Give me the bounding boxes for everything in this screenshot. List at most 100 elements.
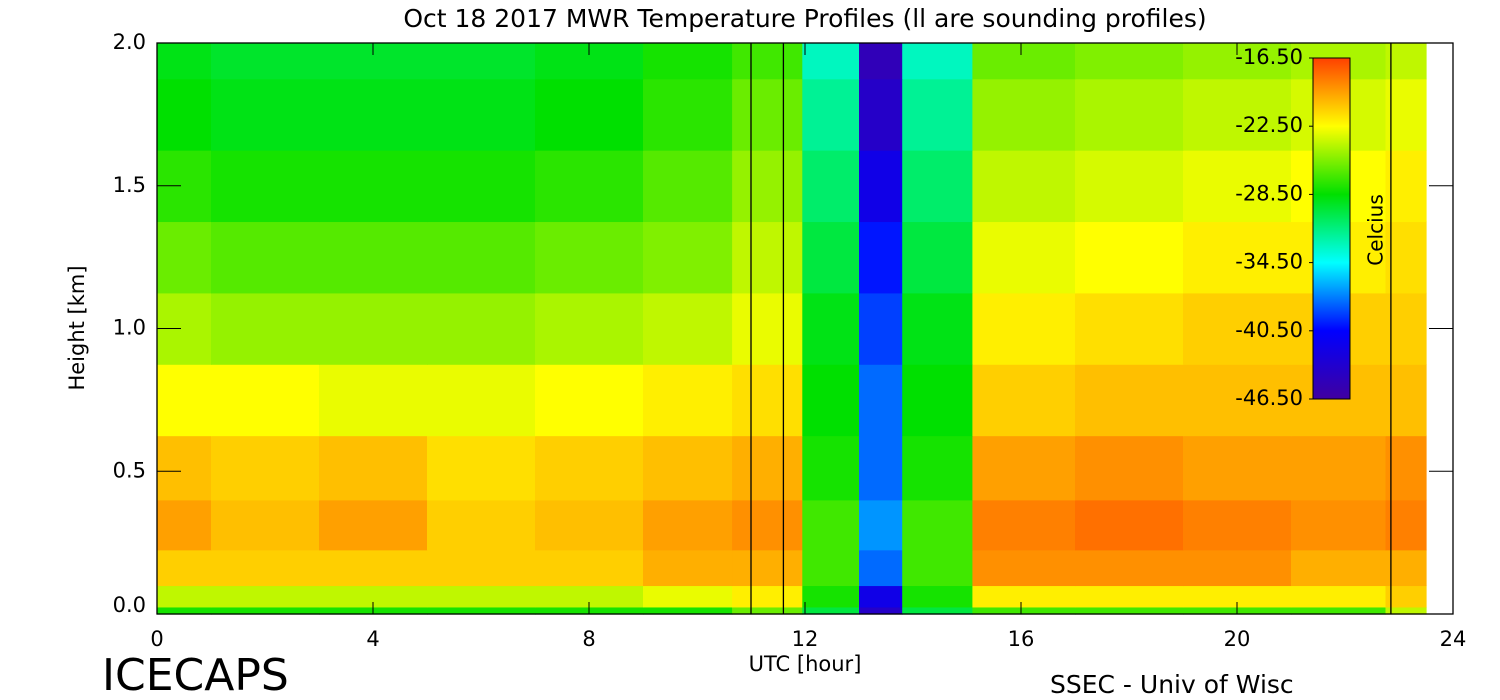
heat-cell [643, 549, 733, 587]
heat-cell [157, 435, 212, 501]
heat-cell [902, 435, 973, 501]
heat-cell [1291, 606, 1387, 615]
y-tick-label: 1.0 [113, 316, 146, 340]
heat-cell [643, 78, 733, 151]
heat-cell [211, 364, 320, 437]
heat-cell [902, 364, 973, 437]
heat-cell [157, 364, 212, 437]
heat-cell [535, 221, 644, 294]
heat-cell [1385, 549, 1427, 587]
heat-cell [802, 221, 860, 294]
heat-cell [427, 221, 536, 294]
heat-cell [859, 549, 903, 587]
heat-cell [643, 499, 733, 551]
heat-cell [972, 585, 1076, 608]
heat-cell [902, 221, 973, 294]
heat-cell [732, 78, 803, 151]
heat-cell [319, 292, 428, 365]
heat-cell [157, 499, 212, 551]
heat-cell [802, 292, 860, 365]
heat-cell [972, 364, 1076, 437]
heat-cell [1075, 364, 1184, 437]
heat-cell [972, 221, 1076, 294]
heat-cell [427, 292, 536, 365]
heat-cell [1075, 606, 1184, 615]
chart-title: Oct 18 2017 MWR Temperature Profiles (ll… [403, 4, 1206, 33]
x-tick-label: 16 [1008, 627, 1035, 651]
heat-cell [1183, 435, 1292, 501]
colorbar-tick-label: -16.50 [1235, 45, 1303, 69]
x-tick-label: 4 [366, 627, 379, 651]
heat-cell [211, 150, 320, 223]
heat-cell [319, 150, 428, 223]
heat-cell [1385, 150, 1427, 223]
colorbar [1312, 57, 1351, 400]
heat-cell [859, 43, 903, 80]
heat-cell [1075, 78, 1184, 151]
heat-cell [157, 606, 212, 615]
heat-cell [859, 606, 903, 615]
heat-cell [902, 292, 973, 365]
heat-cell [319, 364, 428, 437]
heat-cell [1183, 364, 1292, 437]
heat-cell [211, 43, 320, 80]
heat-cell [643, 585, 733, 608]
heat-cell [972, 435, 1076, 501]
heat-cell [972, 499, 1076, 551]
heat-cell [211, 549, 320, 587]
heat-cell [427, 499, 536, 551]
heat-cell [1385, 585, 1427, 608]
heat-cell [1075, 435, 1184, 501]
colorbar-label: Celcius [1364, 194, 1388, 265]
heat-cell [1183, 499, 1292, 551]
heat-cell [319, 221, 428, 294]
heat-cell [1385, 606, 1427, 615]
heat-cell [732, 292, 803, 365]
heat-cell [802, 585, 860, 608]
heat-cell [211, 221, 320, 294]
heat-cell [535, 292, 644, 365]
heat-cell [1385, 43, 1427, 80]
y-tick-label: 1.5 [113, 173, 146, 197]
heat-cell [157, 78, 212, 151]
heat-cell [902, 43, 973, 80]
heat-cell [732, 364, 803, 437]
heat-cell [211, 435, 320, 501]
heat-cell [1075, 292, 1184, 365]
heat-cell [732, 585, 803, 608]
heat-cell [211, 606, 320, 615]
heat-cell [535, 585, 644, 608]
heat-cell [1183, 78, 1292, 151]
heat-cell [1075, 150, 1184, 223]
heat-cell [732, 221, 803, 294]
heat-cell [902, 499, 973, 551]
x-tick-label: 24 [1440, 627, 1467, 651]
heat-cell [427, 585, 536, 608]
footer-right: SSEC - Univ of Wisc [1050, 670, 1294, 699]
heat-cell [1385, 78, 1427, 151]
heat-cell [859, 221, 903, 294]
heat-cell [802, 606, 860, 615]
heat-cell [157, 43, 212, 80]
heat-cell [535, 364, 644, 437]
heat-cell [319, 499, 428, 551]
x-tick-label: 20 [1224, 627, 1251, 651]
heat-cell [732, 43, 803, 80]
heat-cell [535, 499, 644, 551]
heat-cell [427, 606, 536, 615]
heat-cell [802, 549, 860, 587]
heat-cell [1385, 292, 1427, 365]
heat-cell [802, 435, 860, 501]
heat-cell [319, 549, 428, 587]
heat-cell [732, 606, 803, 615]
y-tick-label: 0.5 [113, 458, 146, 482]
colorbar-tick-label: -40.50 [1235, 318, 1303, 342]
heat-cell [1183, 292, 1292, 365]
heat-cell [427, 435, 536, 501]
heat-cell [643, 150, 733, 223]
heat-cell [1385, 435, 1427, 501]
heat-cell [319, 585, 428, 608]
heat-cell [427, 78, 536, 151]
heat-cell [1075, 549, 1184, 587]
heat-cell [1075, 221, 1184, 294]
